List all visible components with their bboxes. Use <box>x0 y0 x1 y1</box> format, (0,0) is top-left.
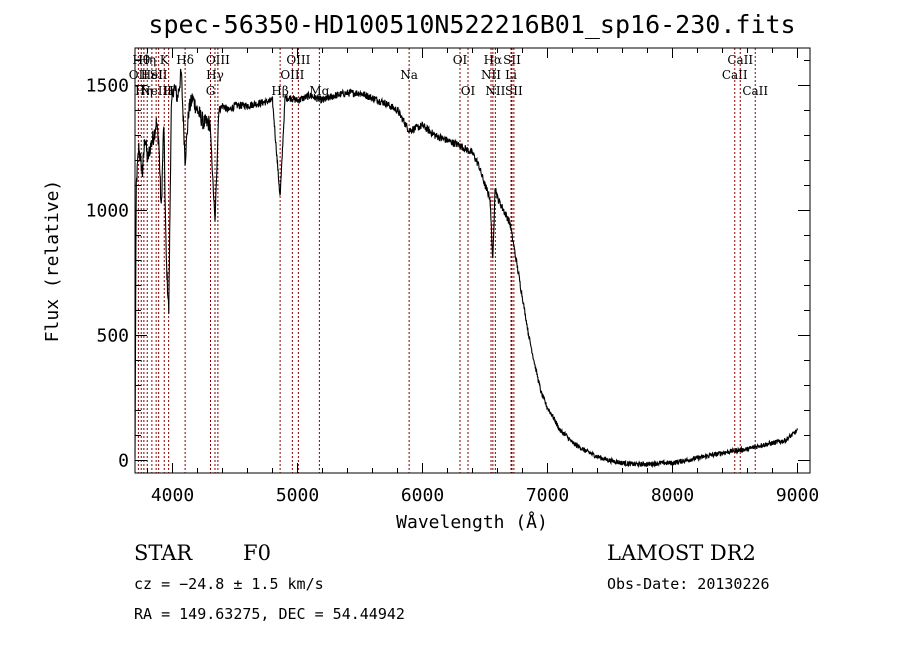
y-tick-label: 1500 <box>86 76 129 97</box>
y-tick-label: 1000 <box>86 201 129 222</box>
spectrum-line <box>134 68 799 469</box>
line-marker-label: K <box>160 53 170 67</box>
line-marker-label: OI <box>453 53 468 67</box>
line-marker-label: Hα <box>484 53 503 67</box>
redshift-cz: cz = −24.8 ± 1.5 km/s <box>134 575 324 593</box>
line-marker-label: OIII <box>280 68 304 82</box>
axis-ticks <box>135 48 810 473</box>
line-markers: OIIHθHηHηHeINeIIISIIKHHδGHγOIIIHβOIIIOII… <box>129 48 768 473</box>
line-marker-label: NII <box>481 68 501 82</box>
object-subclass: F0 <box>243 541 271 565</box>
line-marker-label: HeI <box>141 68 164 82</box>
line-marker-label: OIII <box>206 53 230 67</box>
x-tick-label: 7000 <box>526 485 569 506</box>
line-marker-label: OII <box>129 68 149 82</box>
y-tick-label: 0 <box>118 451 129 472</box>
line-marker-label: CaII <box>722 68 748 82</box>
x-axis-label: Wavelength (Å) <box>396 511 548 533</box>
x-tick-label: 6000 <box>401 485 444 506</box>
line-marker-label: Hδ <box>176 53 194 67</box>
x-tick-labels: 4000 5000 6000 7000 8000 9000 <box>151 485 819 506</box>
line-marker-label: Hβ <box>271 84 288 98</box>
survey-name: LAMOST DR2 <box>607 541 756 565</box>
x-tick-label: 8000 <box>651 485 694 506</box>
line-marker-label: Na <box>400 68 418 82</box>
y-tick-labels: 0 500 1000 1500 <box>86 76 129 472</box>
line-marker-label: SII <box>505 84 523 98</box>
observation-date: Obs-Date: 20130226 <box>607 575 770 593</box>
coordinates: RA = 149.63275, DEC = 54.44942 <box>134 605 405 623</box>
plot-frame <box>134 47 811 474</box>
y-axis-label: Flux (relative) <box>42 180 63 343</box>
line-marker-label: OIII <box>286 53 310 67</box>
y-tick-label: 500 <box>96 326 129 347</box>
line-marker-label: H <box>163 84 173 98</box>
line-marker-label: Li <box>505 68 517 82</box>
line-marker-label: G <box>206 84 216 98</box>
line-marker-label: Hη <box>138 53 156 67</box>
x-tick-label: 5000 <box>276 485 319 506</box>
x-tick-label: 4000 <box>151 485 194 506</box>
line-marker-label: Hη <box>135 84 153 98</box>
line-marker-label: Hγ <box>206 68 224 82</box>
chart-title: spec-56350-HD100510N522216B01_sp16-230.f… <box>148 10 795 39</box>
line-marker-label: NeIII <box>140 84 172 98</box>
line-marker-label: CaII <box>727 53 753 67</box>
line-marker-label: NII <box>485 84 505 98</box>
line-marker-label: CaII <box>742 84 768 98</box>
line-marker-label: SII <box>503 53 521 67</box>
line-marker-label: Hθ <box>132 53 150 67</box>
object-class: STAR <box>134 541 193 565</box>
x-tick-label: 9000 <box>776 485 819 506</box>
line-marker-label: SII <box>150 68 168 82</box>
line-marker-label: OI <box>461 84 476 98</box>
